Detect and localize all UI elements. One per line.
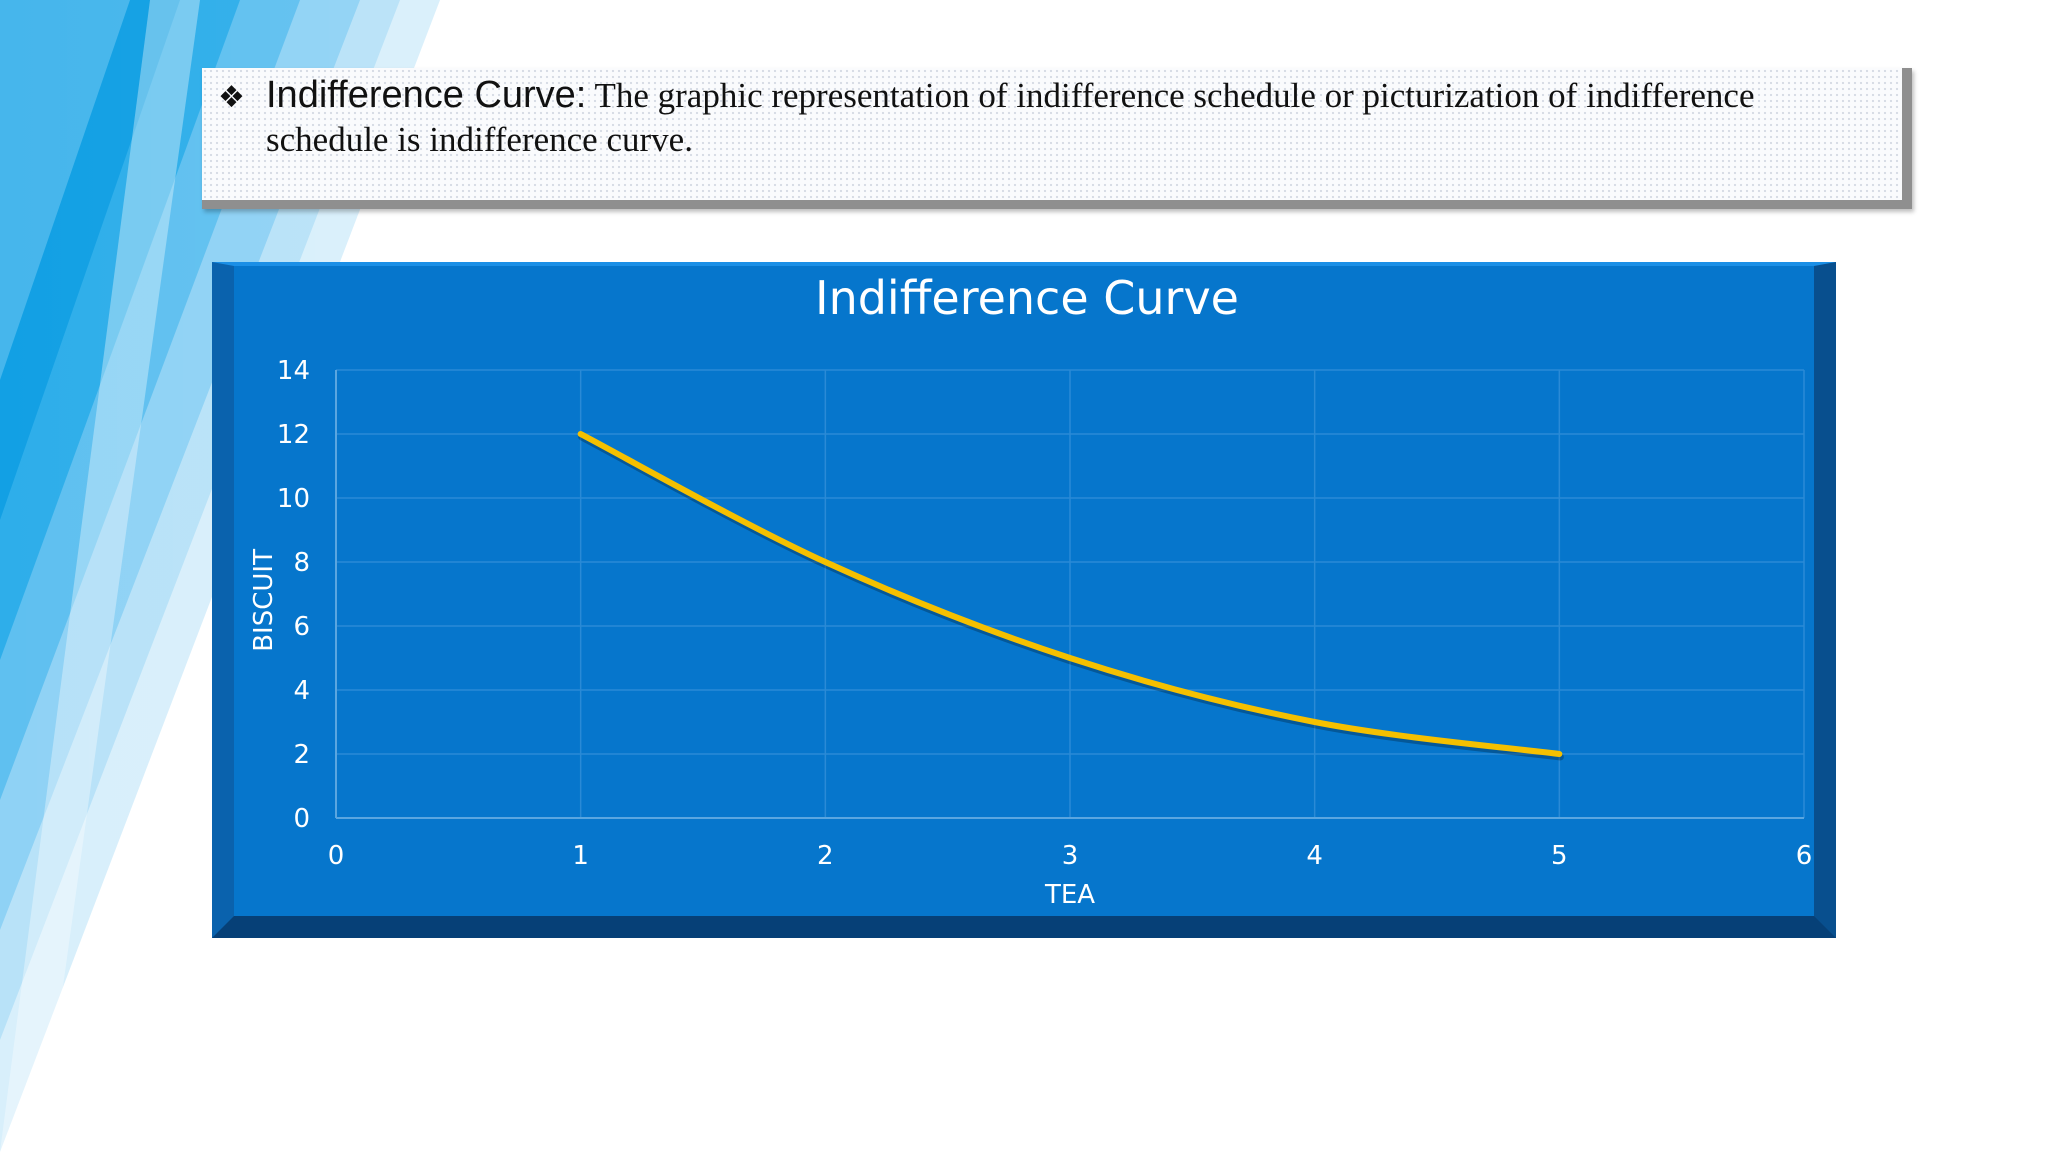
definition-box: ❖ Indifference Curve: The graphic represe…	[202, 68, 1912, 209]
definition-line-2: schedule is indifference curve.	[266, 120, 693, 159]
y-tick-label: 10	[277, 484, 310, 514]
x-tick-label: 2	[817, 841, 834, 871]
x-tick-label: 6	[1796, 841, 1813, 871]
x-axis-label: TEA	[1044, 880, 1095, 910]
y-tick-label: 4	[293, 676, 310, 706]
series-line-shadow	[578, 433, 1564, 761]
definition-term: Indifference Curve:	[266, 74, 587, 116]
chart-title: Indifference Curve	[815, 271, 1239, 325]
x-tick-label: 1	[572, 841, 589, 871]
y-tick-label: 8	[293, 548, 310, 578]
y-axis-label: BISCUIT	[249, 549, 279, 652]
definition-line-1: The graphic representation of indifferen…	[586, 76, 1755, 115]
chart-frame	[212, 262, 1836, 938]
y-tick-label: 12	[277, 420, 310, 450]
y-tick-label: 14	[277, 356, 310, 386]
diamond-bullet-icon: ❖	[218, 80, 245, 115]
y-tick-label: 2	[293, 740, 310, 770]
x-tick-label: 0	[328, 841, 345, 871]
y-tick-label: 0	[293, 804, 310, 834]
series-line	[577, 431, 1563, 757]
definition-text: ❖ Indifference Curve: The graphic represe…	[218, 74, 1888, 161]
x-tick-label: 3	[1062, 841, 1079, 871]
x-tick-label: 4	[1306, 841, 1323, 871]
y-tick-label: 6	[293, 612, 310, 642]
x-tick-label: 5	[1551, 841, 1568, 871]
